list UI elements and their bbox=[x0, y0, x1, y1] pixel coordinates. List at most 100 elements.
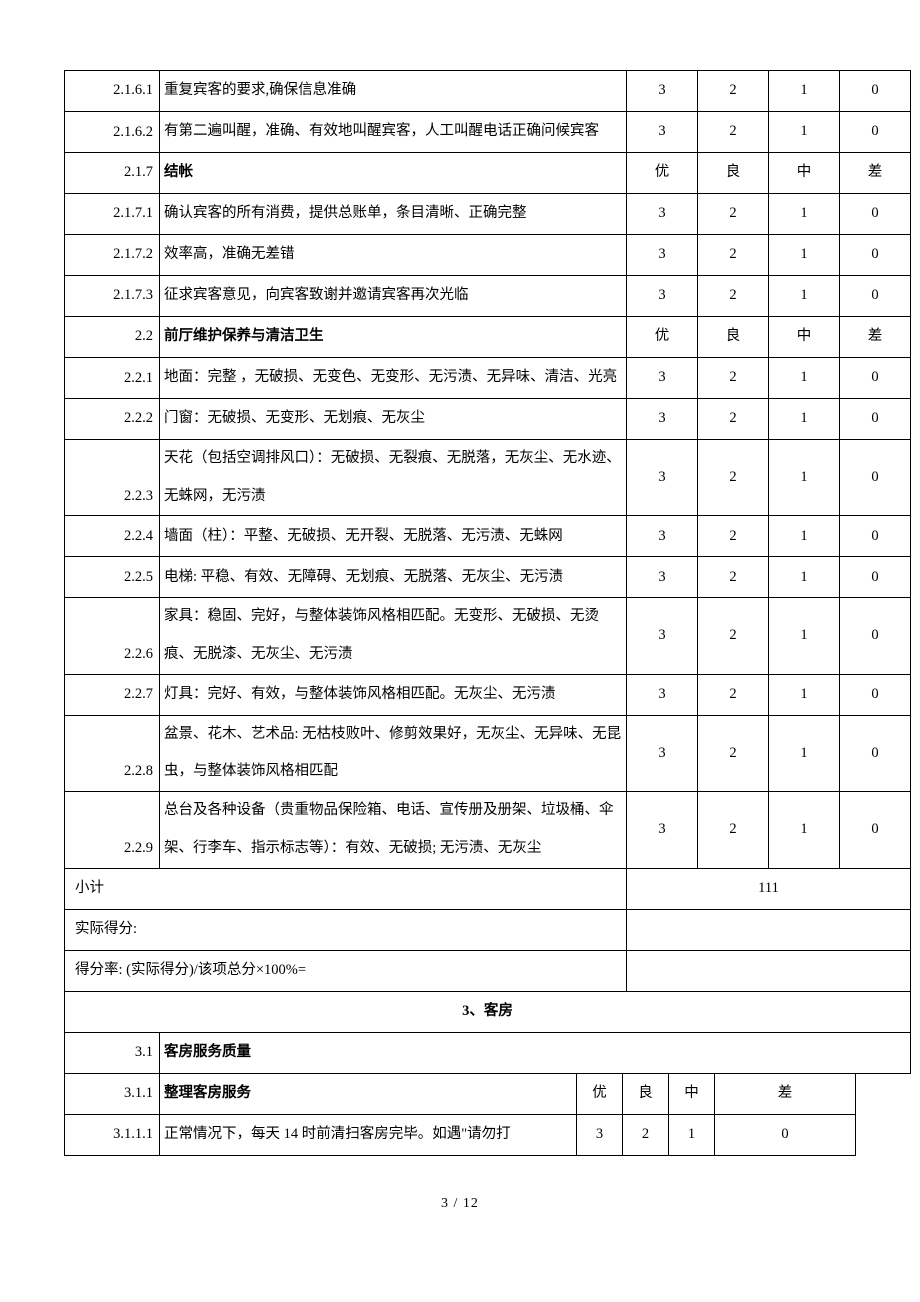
grade-cell: 2 bbox=[698, 71, 769, 112]
grade-cell: 2 bbox=[698, 674, 769, 715]
rate-value-cell bbox=[627, 950, 911, 991]
grade-cell: 良 bbox=[623, 1074, 669, 1115]
subtotal-row: 小计 111 bbox=[65, 868, 911, 909]
grade-cell: 2 bbox=[698, 557, 769, 598]
grade-cell: 1 bbox=[769, 235, 840, 276]
row-desc: 有第二遍叫醒，准确、有效地叫醒宾客，人工叫醒电话正确问候宾客 bbox=[160, 112, 627, 153]
row-code: 2.2.6 bbox=[65, 598, 160, 674]
grade-cell: 3 bbox=[627, 440, 698, 516]
grade-cell: 2 bbox=[698, 112, 769, 153]
score-value-cell bbox=[627, 909, 911, 950]
grade-cell: 2 bbox=[698, 715, 769, 791]
row-code: 2.1.6.2 bbox=[65, 112, 160, 153]
grade-cell: 中 bbox=[769, 317, 840, 358]
table-row: 2.2.6 家具：稳固、完好，与整体装饰风格相匹配。无变形、无破损、无烫痕、无脱… bbox=[65, 598, 911, 674]
evaluation-table-b: 3.1.1 整理客房服务 优 良 中 差 3.1.1.1 正常情况下，每天 14… bbox=[64, 1074, 856, 1156]
row-desc: 地面：完整 ，无破损、无变色、无变形、无污渍、无异味、清洁、光亮 bbox=[160, 358, 627, 399]
grade-cell: 优 bbox=[627, 153, 698, 194]
grade-cell: 0 bbox=[840, 399, 911, 440]
row-desc: 确认宾客的所有消费，提供总账单，条目清晰、正确完整 bbox=[160, 194, 627, 235]
table-row: 2.1.7.1 确认宾客的所有消费，提供总账单，条目清晰、正确完整 3 2 1 … bbox=[65, 194, 911, 235]
table-row: 2.2.7 灯具：完好、有效，与整体装饰风格相匹配。无灰尘、无污渍 3 2 1 … bbox=[65, 674, 911, 715]
grade-cell: 优 bbox=[577, 1074, 623, 1115]
grade-cell: 差 bbox=[840, 317, 911, 358]
grade-cell: 3 bbox=[577, 1114, 623, 1155]
grade-cell: 2 bbox=[698, 792, 769, 868]
row-desc: 灯具：完好、有效，与整体装饰风格相匹配。无灰尘、无污渍 bbox=[160, 674, 627, 715]
grade-cell: 中 bbox=[669, 1074, 715, 1115]
grade-cell: 良 bbox=[698, 317, 769, 358]
score-label: 实际得分: bbox=[65, 909, 627, 950]
row-code: 2.1.6.1 bbox=[65, 71, 160, 112]
subtotal-value: 111 bbox=[627, 868, 911, 909]
grade-cell: 3 bbox=[627, 358, 698, 399]
row-desc: 征求宾客意见，向宾客致谢并邀请宾客再次光临 bbox=[160, 276, 627, 317]
row-code: 2.2.7 bbox=[65, 674, 160, 715]
row-code: 2.2.1 bbox=[65, 358, 160, 399]
row-desc: 墙面（柱）：平整、无破损、无开裂、无脱落、无污渍、无蛛网 bbox=[160, 516, 627, 557]
grade-cell: 1 bbox=[769, 276, 840, 317]
rate-row: 得分率: (实际得分)/该项总分×100%= bbox=[65, 950, 911, 991]
row-desc: 效率高，准确无差错 bbox=[160, 235, 627, 276]
grade-cell: 1 bbox=[769, 71, 840, 112]
table-row: 2.2.8 盆景、花木、艺术品: 无枯枝败叶、修剪效果好，无灰尘、无异味、无昆虫… bbox=[65, 715, 911, 791]
grade-cell: 0 bbox=[840, 598, 911, 674]
row-desc: 家具：稳固、完好，与整体装饰风格相匹配。无变形、无破损、无烫痕、无脱漆、无灰尘、… bbox=[160, 598, 627, 674]
table-row: 3.1 客房服务质量 bbox=[65, 1032, 911, 1073]
grade-cell: 1 bbox=[769, 792, 840, 868]
grade-cell: 1 bbox=[769, 358, 840, 399]
grade-cell: 0 bbox=[715, 1114, 856, 1155]
table-row: 3.1.1 整理客房服务 优 良 中 差 bbox=[65, 1074, 856, 1115]
grade-cell: 0 bbox=[840, 276, 911, 317]
grade-cell: 1 bbox=[769, 399, 840, 440]
grade-cell: 1 bbox=[769, 194, 840, 235]
table-row: 2.1.7 结帐 优 良 中 差 bbox=[65, 153, 911, 194]
grade-cell: 1 bbox=[769, 715, 840, 791]
grade-cell: 0 bbox=[840, 235, 911, 276]
row-desc: 盆景、花木、艺术品: 无枯枝败叶、修剪效果好，无灰尘、无异味、无昆虫，与整体装饰… bbox=[160, 715, 627, 791]
section-header-row: 3、客房 bbox=[65, 991, 911, 1032]
table-row: 2.2.2 门窗：无破损、无变形、无划痕、无灰尘 3 2 1 0 bbox=[65, 399, 911, 440]
table-row: 2.2 前厅维护保养与清洁卫生 优 良 中 差 bbox=[65, 317, 911, 358]
grade-cell: 1 bbox=[769, 598, 840, 674]
grade-cell: 3 bbox=[627, 276, 698, 317]
grade-cell: 3 bbox=[627, 598, 698, 674]
row-code: 3.1.1 bbox=[65, 1074, 160, 1115]
row-code: 2.2.2 bbox=[65, 399, 160, 440]
page-footer: 3 / 12 bbox=[64, 1196, 856, 1212]
row-code: 2.1.7.3 bbox=[65, 276, 160, 317]
row-desc: 结帐 bbox=[160, 153, 627, 194]
table-row: 2.1.7.3 征求宾客意见，向宾客致谢并邀请宾客再次光临 3 2 1 0 bbox=[65, 276, 911, 317]
grade-cell: 0 bbox=[840, 358, 911, 399]
table-row: 2.2.4 墙面（柱）：平整、无破损、无开裂、无脱落、无污渍、无蛛网 3 2 1… bbox=[65, 516, 911, 557]
row-desc: 门窗：无破损、无变形、无划痕、无灰尘 bbox=[160, 399, 627, 440]
row-desc: 客房服务质量 bbox=[160, 1032, 911, 1073]
grade-cell: 3 bbox=[627, 194, 698, 235]
grade-cell: 3 bbox=[627, 715, 698, 791]
grade-cell: 1 bbox=[669, 1114, 715, 1155]
row-code: 2.2.4 bbox=[65, 516, 160, 557]
grade-cell: 1 bbox=[769, 112, 840, 153]
row-code: 2.2.9 bbox=[65, 792, 160, 868]
evaluation-table: 2.1.6.1 重复宾客的要求,确保信息准确 3 2 1 0 2.1.6.2 有… bbox=[64, 70, 911, 1074]
section-title: 3、客房 bbox=[65, 991, 911, 1032]
grade-cell: 中 bbox=[769, 153, 840, 194]
row-code: 2.2.8 bbox=[65, 715, 160, 791]
grade-cell: 3 bbox=[627, 399, 698, 440]
grade-cell: 1 bbox=[769, 516, 840, 557]
row-code: 2.1.7 bbox=[65, 153, 160, 194]
grade-cell: 0 bbox=[840, 557, 911, 598]
grade-cell: 3 bbox=[627, 112, 698, 153]
grade-cell: 2 bbox=[698, 358, 769, 399]
grade-cell: 1 bbox=[769, 440, 840, 516]
row-code: 2.1.7.2 bbox=[65, 235, 160, 276]
row-code: 3.1 bbox=[65, 1032, 160, 1073]
grade-cell: 0 bbox=[840, 71, 911, 112]
row-desc: 天花（包括空调排风口）：无破损、无裂痕、无脱落，无灰尘、无水迹、无蛛网，无污渍 bbox=[160, 440, 627, 516]
row-code: 3.1.1.1 bbox=[65, 1114, 160, 1155]
row-code: 2.2.3 bbox=[65, 440, 160, 516]
grade-cell: 3 bbox=[627, 674, 698, 715]
table-row: 2.1.6.1 重复宾客的要求,确保信息准确 3 2 1 0 bbox=[65, 71, 911, 112]
grade-cell: 2 bbox=[698, 276, 769, 317]
grade-cell: 0 bbox=[840, 674, 911, 715]
